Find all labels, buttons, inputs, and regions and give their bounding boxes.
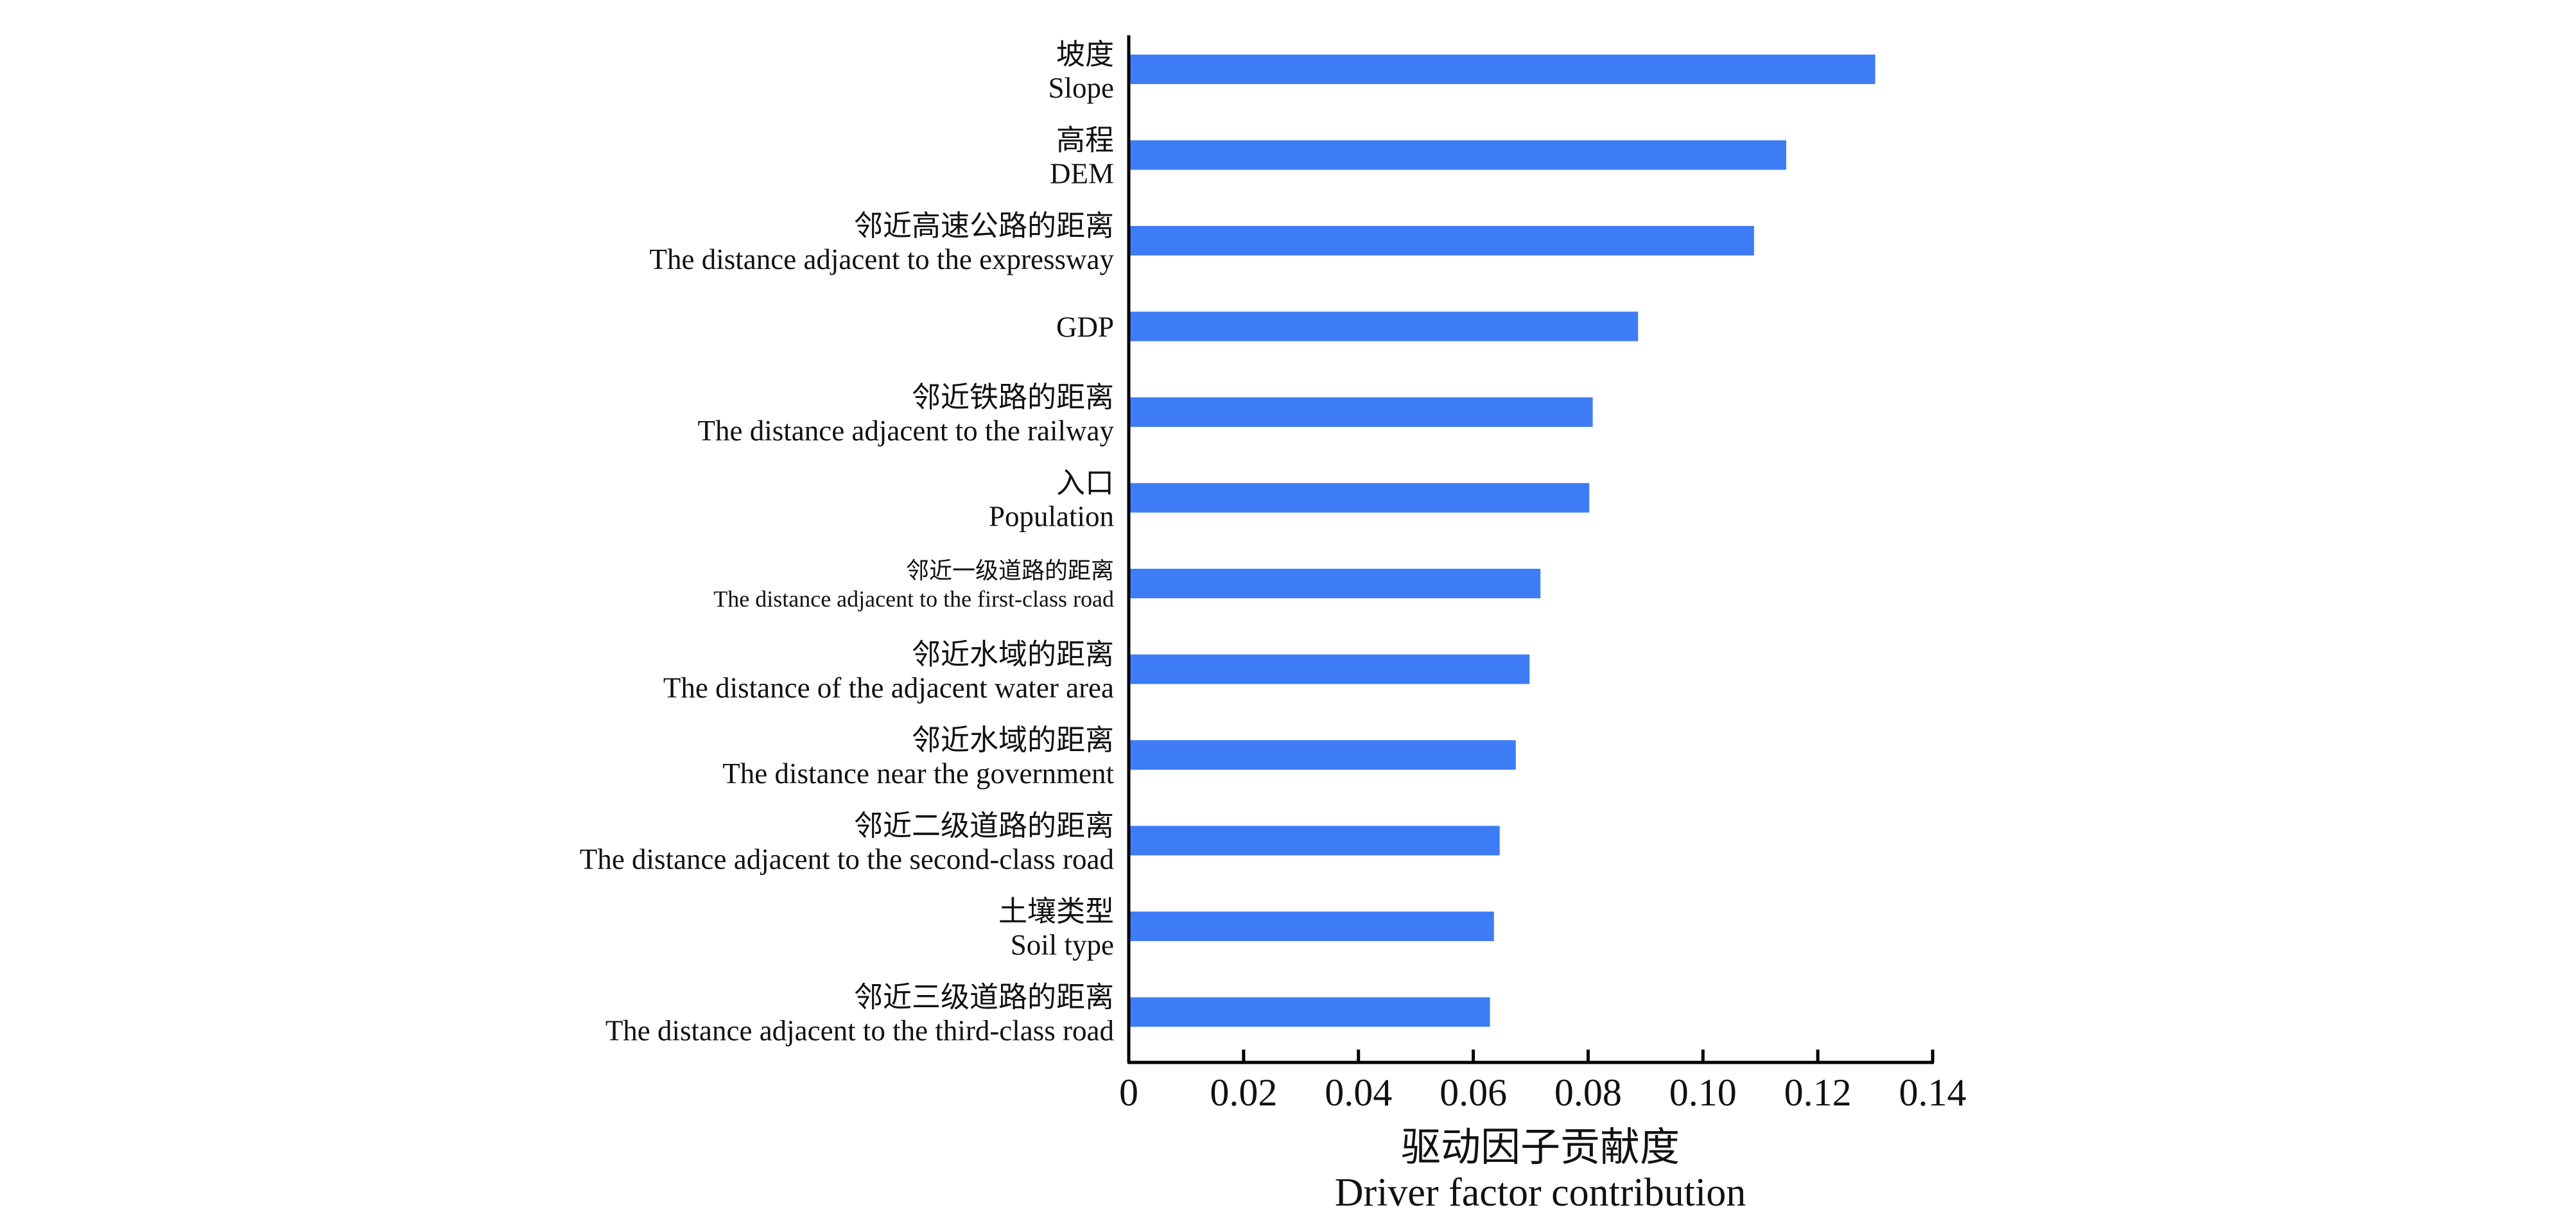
bar-8 (1129, 740, 1516, 770)
category-label-en-2: The distance adjacent to the expressway (650, 243, 1115, 275)
x-tick-label-7: 0.14 (1899, 1071, 1967, 1114)
category-label-en-5: Population (989, 501, 1114, 533)
category-label-zh-9: 邻近二级道路的距离 (854, 810, 1114, 842)
category-label-zh-6: 邻近一级道路的距离 (906, 558, 1114, 584)
category-label-zh-2: 邻近高速公路的距离 (854, 210, 1114, 242)
bar-3 (1129, 311, 1639, 342)
category-label-en-4: The distance adjacent to the railway (698, 415, 1115, 447)
category-label-en-6: The distance adjacent to the first-class… (713, 586, 1114, 612)
category-label-en-7: The distance of the adjacent water area (663, 672, 1114, 704)
category-label-en-11: The distance adjacent to the third-class… (605, 1015, 1114, 1047)
category-label-zh-5: 入口 (1056, 467, 1114, 499)
bar-11 (1129, 997, 1490, 1027)
x-axis-title-zh: 驱动因子贡献度 (1401, 1126, 1680, 1170)
bar-1 (1129, 140, 1786, 170)
category-label-zh-7: 邻近水域的距离 (912, 639, 1114, 671)
x-tick-label-0: 0 (1119, 1071, 1138, 1114)
bar-7 (1129, 654, 1530, 684)
category-label-en-0: Slope (1048, 72, 1114, 104)
category-label-en-3: GDP (1056, 311, 1114, 343)
category-label-zh-11: 邻近三级道路的距离 (854, 982, 1114, 1014)
bars-group (1129, 55, 1875, 1027)
x-tick-label-1: 0.02 (1210, 1071, 1277, 1114)
category-label-zh-8: 邻近水域的距离 (912, 724, 1114, 756)
x-axis-title-en: Driver factor contribution (1335, 1171, 1746, 1212)
bar-6 (1129, 569, 1541, 598)
bar-10 (1129, 912, 1494, 941)
category-label-en-9: The distance adjacent to the second-clas… (580, 844, 1114, 876)
x-tick-label-2: 0.04 (1325, 1071, 1392, 1114)
x-tick-label-3: 0.06 (1440, 1071, 1507, 1114)
x-tick-label-6: 0.12 (1784, 1071, 1852, 1114)
bar-2 (1129, 226, 1754, 255)
category-label-en-1: DEM (1050, 158, 1114, 190)
category-label-en-8: The distance near the government (722, 758, 1114, 790)
x-tick-label-4: 0.08 (1554, 1071, 1622, 1114)
bar-9 (1129, 826, 1500, 856)
bar-4 (1129, 397, 1593, 427)
category-label-zh-10: 土壤类型 (998, 896, 1114, 928)
x-ticks-group: 0 0.02 0.04 0.06 0.08 0.10 0.12 0.14 (1119, 1050, 1967, 1114)
category-label-en-10: Soil type (1011, 929, 1114, 961)
x-tick-label-5: 0.10 (1669, 1071, 1737, 1114)
category-label-zh-0: 坡度 (1056, 39, 1114, 71)
bar-0 (1129, 55, 1875, 84)
bar-5 (1129, 483, 1590, 513)
category-label-zh-4: 邻近铁路的距离 (912, 381, 1114, 413)
category-label-zh-1: 高程 (1056, 125, 1114, 157)
